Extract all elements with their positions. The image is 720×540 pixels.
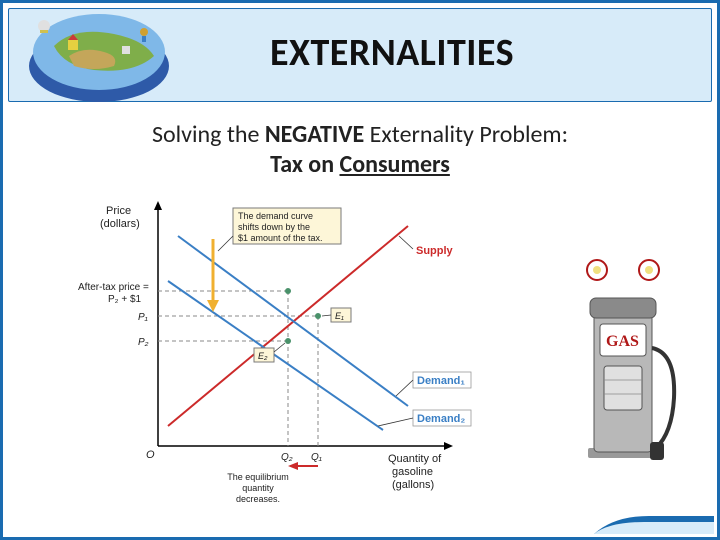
subtitle-bold: NEGATIVE <box>265 120 364 149</box>
corner-decoration <box>594 492 714 534</box>
page-title: EXTERNALITIES <box>270 30 514 76</box>
shift-callout-l3: $1 amount of the tax. <box>238 233 323 243</box>
ytick-aftertax-l1: After-tax price = <box>78 282 149 293</box>
subtitle: Solving the NEGATIVE Externality Problem… <box>0 120 720 180</box>
bottom-callout-l1: The equilibrium <box>227 472 289 482</box>
subtitle-pre: Solving the <box>152 120 265 149</box>
shift-callout-l2: shifts down by the <box>238 222 310 232</box>
x-axis-label-l1: Quantity of <box>388 453 442 465</box>
e2-label: E₂ <box>258 351 268 361</box>
subtitle-line2-ul: Consumers <box>340 150 450 179</box>
y-axis-label-l1: Price <box>106 205 131 217</box>
demand1-label: Demand₁ <box>417 375 465 387</box>
subtitle-post: Externality Problem: <box>364 120 568 149</box>
origin-label: O <box>146 449 155 461</box>
demand2-label: Demand₂ <box>417 413 465 425</box>
x-axis-label-l2: gasoline <box>392 466 433 478</box>
globe-illustration <box>14 0 184 108</box>
supply-demand-chart: Price (dollars) O Quantity of gasoline (… <box>78 196 508 506</box>
ytick-p1: P₁ <box>138 312 148 323</box>
xtick-q2: Q₂ <box>281 452 293 463</box>
shift-callout-l1: The demand curve <box>238 211 313 221</box>
ytick-p2: P₂ <box>138 337 149 348</box>
y-axis-label-l2: (dollars) <box>100 218 140 230</box>
ytick-aftertax-l2: P₂ + $1 <box>108 294 142 305</box>
bottom-callout-l2: quantity <box>242 483 274 493</box>
e1-label: E₁ <box>335 311 344 321</box>
gas-sign-text: GAS <box>606 333 639 350</box>
bottom-callout-l3: decreases. <box>236 494 280 504</box>
subtitle-line2-pre: Tax on <box>270 150 339 179</box>
xtick-q1: Q₁ <box>311 452 322 463</box>
supply-label: Supply <box>416 245 454 257</box>
x-axis-label-l3: (gallons) <box>392 479 434 491</box>
gas-pump-illustration: GAS <box>564 258 684 468</box>
